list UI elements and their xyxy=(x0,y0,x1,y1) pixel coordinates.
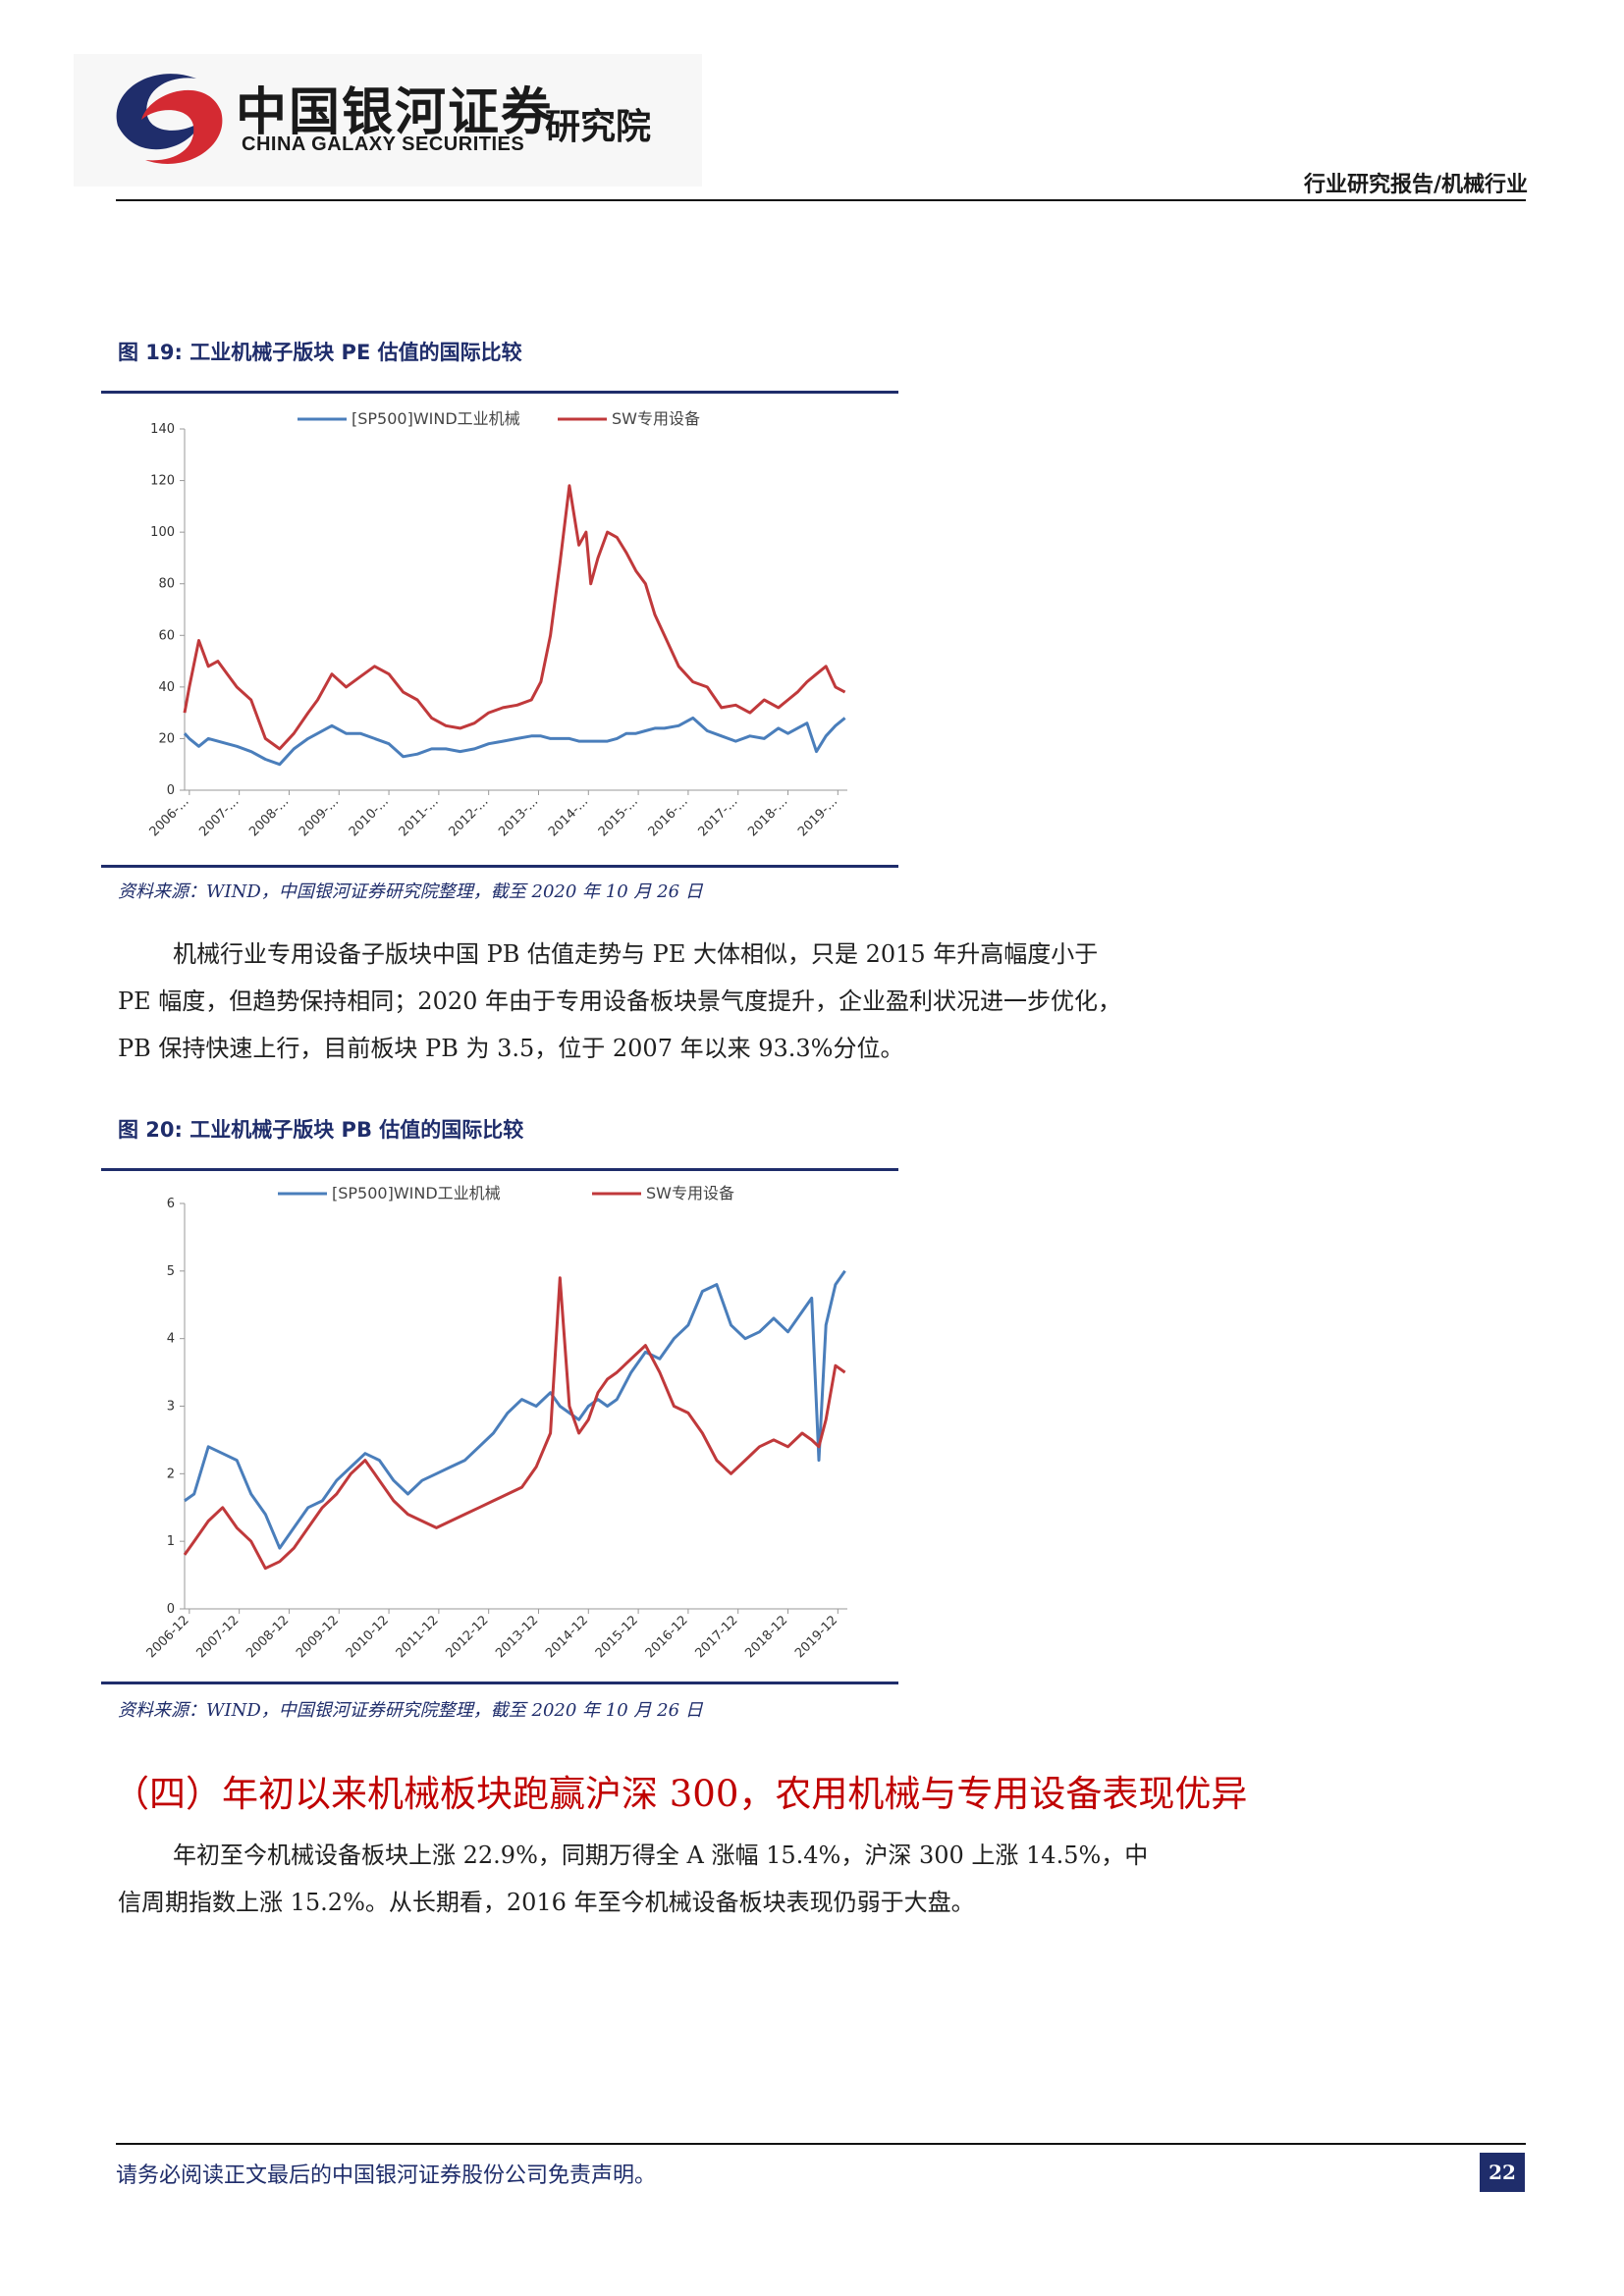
legend-label-2: SW专用设备 xyxy=(646,1184,734,1202)
y-tick-label: 60 xyxy=(158,628,175,643)
logo-area xyxy=(74,54,702,187)
y-tick-label: 1 xyxy=(167,1534,175,1549)
y-tick-label: 20 xyxy=(158,731,175,746)
paragraph-line: PE 幅度，但趋势保持相同；2020 年由于专用设备板块景气度提升，企业盈利状况… xyxy=(118,988,1122,1015)
x-tick-label: 2019-12 xyxy=(792,1613,840,1661)
legend-label-1: [SP500]WIND工业机械 xyxy=(332,1184,501,1202)
report-type: 行业研究报告/机械行业 xyxy=(1303,173,1528,197)
x-tick-label: 2014-12 xyxy=(543,1613,591,1661)
y-tick-label: 3 xyxy=(167,1400,175,1415)
x-tick-label: 2013-12 xyxy=(493,1613,541,1661)
figure19-top-rule xyxy=(101,391,898,394)
header-divider xyxy=(116,199,1526,201)
paragraph-line: 信周期指数上涨 15.2%。从长期看，2016 年至今机械设备板块表现仍弱于大盘… xyxy=(118,1889,975,1916)
series-line-2 xyxy=(183,1276,846,1571)
page-number: 22 xyxy=(1480,2153,1525,2192)
x-tick-label: 2011-12 xyxy=(394,1613,442,1661)
x-tick-label: 2011-... xyxy=(397,794,442,839)
x-tick-label: 2016-12 xyxy=(643,1613,691,1661)
x-tick-label: 2010-12 xyxy=(344,1613,392,1661)
figure19-bottom-rule xyxy=(101,865,898,868)
y-tick-label: 5 xyxy=(167,1264,175,1279)
logo-english-name: CHINA GALAXY SECURITIES xyxy=(242,133,525,155)
x-tick-label: 2012-... xyxy=(446,794,491,839)
x-tick-label: 2013-... xyxy=(496,794,541,839)
y-tick-label: 0 xyxy=(167,783,175,798)
x-tick-label: 2012-12 xyxy=(443,1613,491,1661)
footer-divider xyxy=(116,2143,1526,2145)
x-tick-label: 2006-12 xyxy=(144,1613,192,1661)
y-tick-label: 0 xyxy=(167,1602,175,1617)
series-line-1 xyxy=(183,716,846,767)
x-tick-label: 2010-... xyxy=(347,794,392,839)
paragraph-line: 年初至今机械设备板块上涨 22.9%，同期万得全 A 涨幅 15.4%，沪深 3… xyxy=(173,1842,1149,1869)
y-tick-label: 120 xyxy=(150,474,175,489)
x-tick-label: 2008-12 xyxy=(244,1613,292,1661)
figure19-pe-chart: 0 20 40 60 80 100 120 140 2006-... 2007-... 2008-.… xyxy=(147,409,847,839)
figure20-top-rule xyxy=(101,1168,898,1171)
x-tick-label: 2018-... xyxy=(745,794,790,839)
y-tick-label: 100 xyxy=(150,525,175,540)
x-tick-label: 2015-... xyxy=(596,794,641,839)
x-tick-label: 2007-... xyxy=(196,794,242,839)
legend-label-1: [SP500]WIND工业机械 xyxy=(352,409,520,428)
figure20-pb-chart: 0 1 2 3 4 5 6 2006-12 2007-12 2008-12 2009-12 2010-… xyxy=(144,1184,847,1661)
logo-suffix: 研究院 xyxy=(545,107,652,147)
x-tick-label: 2008-... xyxy=(246,794,292,839)
x-tick-label: 2015-12 xyxy=(593,1613,641,1661)
x-tick-label: 2007-12 xyxy=(193,1613,242,1661)
body-paragraph-2: 年初至今机械设备板块上涨 22.9%，同期万得全 A 涨幅 15.4%，沪深 3… xyxy=(118,1832,1512,1926)
footer-disclaimer: 请务必阅读正文最后的中国银河证券股份公司免责声明。 xyxy=(116,2163,657,2188)
galaxy-logo-icon xyxy=(116,74,223,164)
x-tick-label: 2018-12 xyxy=(742,1613,790,1661)
figure20-bottom-rule xyxy=(101,1682,898,1684)
figure20-title: 图 20: 工业机械子版块 PB 估值的国际比较 xyxy=(118,1118,524,1142)
y-tick-label: 6 xyxy=(167,1197,175,1211)
y-tick-label: 40 xyxy=(158,680,175,695)
series-line-1 xyxy=(184,1269,846,1550)
x-tick-label: 2014-... xyxy=(546,794,591,839)
figure20-source: 资料来源：WIND，中国银河证券研究院整理，截至 2020 年 10 月 26 … xyxy=(118,1700,703,1721)
paragraph-line: 机械行业专用设备子版块中国 PB 估值走势与 PE 大体相似，只是 2015 年… xyxy=(173,940,1099,968)
y-tick-label: 4 xyxy=(167,1332,175,1347)
x-tick-label: 2006-... xyxy=(147,794,192,839)
body-paragraph-1: 机械行业专用设备子版块中国 PB 估值走势与 PE 大体相似，只是 2015 年… xyxy=(118,931,1512,1072)
legend-label-2: SW专用设备 xyxy=(612,409,700,428)
figure19-title: 图 19: 工业机械子版块 PE 估值的国际比较 xyxy=(118,341,522,364)
series-line-2 xyxy=(183,484,846,751)
x-tick-label: 2009-12 xyxy=(294,1613,342,1661)
section-heading: （四）年初以来机械板块跑赢沪深 300，农用机械与专用设备表现优异 xyxy=(113,1773,1248,1815)
x-tick-label: 2017-... xyxy=(695,794,740,839)
figure19-source: 资料来源：WIND，中国银河证券研究院整理，截至 2020 年 10 月 26 … xyxy=(118,881,703,902)
logo-chinese-name: 中国银河证券 xyxy=(236,83,555,142)
y-tick-label: 140 xyxy=(150,422,175,437)
paragraph-line: PB 保持快速上行，目前板块 PB 为 3.5，位于 2007 年以来 93.3… xyxy=(118,1035,904,1062)
y-tick-label: 2 xyxy=(167,1467,175,1481)
x-tick-label: 2016-... xyxy=(646,794,691,839)
y-tick-label: 80 xyxy=(158,577,175,592)
x-tick-label: 2019-... xyxy=(795,794,840,839)
x-tick-label: 2009-... xyxy=(297,794,342,839)
x-tick-label: 2017-12 xyxy=(693,1613,741,1661)
